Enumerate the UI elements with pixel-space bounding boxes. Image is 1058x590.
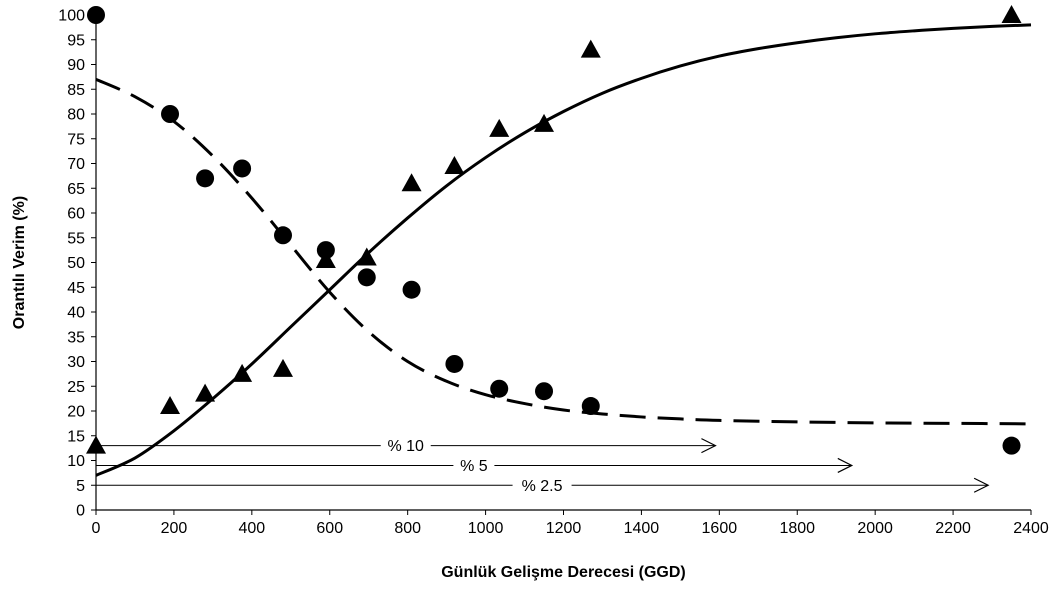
x-tick-label: 600	[316, 520, 343, 537]
triangle-point	[444, 155, 465, 174]
triangle-point	[580, 39, 601, 58]
y-tick-label: 65	[67, 181, 85, 198]
y-tick-label: 15	[67, 428, 85, 445]
x-tick-label: 1400	[624, 520, 660, 537]
x-tick-label: 1600	[702, 520, 738, 537]
circle-point	[445, 354, 464, 373]
y-tick-label: 40	[67, 305, 85, 322]
y-tick-label: 20	[67, 404, 85, 421]
data-points	[86, 5, 1022, 455]
y-tick-label: 55	[67, 230, 85, 247]
x-tick-label: 1200	[546, 520, 582, 537]
y-tick-label: 70	[67, 156, 85, 173]
y-tick-label: 85	[67, 82, 85, 99]
y-tick-label: 10	[67, 453, 85, 470]
arrow-label: % 2.5	[522, 478, 563, 495]
y-tick-label: 100	[58, 8, 85, 25]
circle-point	[581, 397, 600, 416]
circle-point	[1002, 436, 1021, 455]
triangle-point	[401, 173, 422, 192]
triangle-point	[315, 250, 336, 269]
arrow-head	[973, 477, 990, 493]
x-tick-label: 1800	[779, 520, 815, 537]
y-tick-label: 25	[67, 379, 85, 396]
threshold-arrows: % 10 % 5 % 2.5	[96, 438, 990, 495]
circle-point	[402, 280, 421, 299]
triangle-point	[489, 118, 510, 137]
triangle-point	[195, 383, 216, 402]
y-axis-title: Orantılı Verim (%)	[11, 196, 28, 329]
x-tick-label: 2200	[935, 520, 971, 537]
circle-point	[161, 105, 180, 123]
y-tick-label: 95	[67, 32, 85, 49]
arrow-head	[701, 438, 717, 454]
y-tick-label: 60	[67, 206, 85, 223]
circle-point	[274, 226, 292, 245]
arrow-label: % 10	[387, 438, 424, 455]
y-tick-label: 30	[67, 354, 85, 371]
circle-point	[490, 379, 509, 398]
y-tick-label: 5	[76, 478, 85, 495]
x-tick-label: 1000	[468, 520, 504, 537]
x-tick-label: 2400	[1013, 520, 1049, 537]
circle-point	[87, 6, 105, 24]
x-tick-label: 2000	[857, 520, 893, 537]
circle-point	[233, 159, 252, 178]
dashed-fit-curve	[95, 77, 1032, 426]
solid-fit-curve	[95, 23, 1032, 477]
triangle-point	[160, 396, 181, 415]
triangle-point	[1001, 5, 1022, 23]
triangle-point	[86, 435, 106, 454]
triangle-point	[232, 363, 253, 382]
y-tick-label: 35	[67, 329, 85, 346]
fit-curves	[95, 23, 1032, 477]
circle-point	[535, 382, 554, 401]
y-tick-label: 75	[67, 131, 85, 148]
arrow-head	[837, 457, 854, 473]
circle-point	[196, 169, 215, 188]
circle-point	[357, 268, 376, 287]
y-tick-label: 90	[67, 57, 85, 74]
triangle-point	[356, 247, 377, 266]
x-axis-title: Günlük Gelişme Derecesi (GGD)	[441, 564, 686, 581]
y-tick-label: 50	[67, 255, 85, 272]
x-tick-label: 200	[161, 520, 188, 537]
y-tick-label: 80	[67, 107, 85, 124]
axes: 0 200 400 600 800 1000 1200 1400 1600 1800 2000 220…	[58, 8, 1049, 538]
y-tick-label: 45	[67, 280, 85, 297]
y-tick-label: 0	[76, 503, 85, 520]
x-tick-label: 400	[238, 520, 265, 537]
arrow-label: % 5	[460, 458, 488, 475]
triangle-point	[273, 358, 293, 377]
x-tick-label: 800	[394, 520, 421, 537]
x-tick-label: 0	[92, 520, 101, 537]
triangle-point	[534, 113, 555, 132]
